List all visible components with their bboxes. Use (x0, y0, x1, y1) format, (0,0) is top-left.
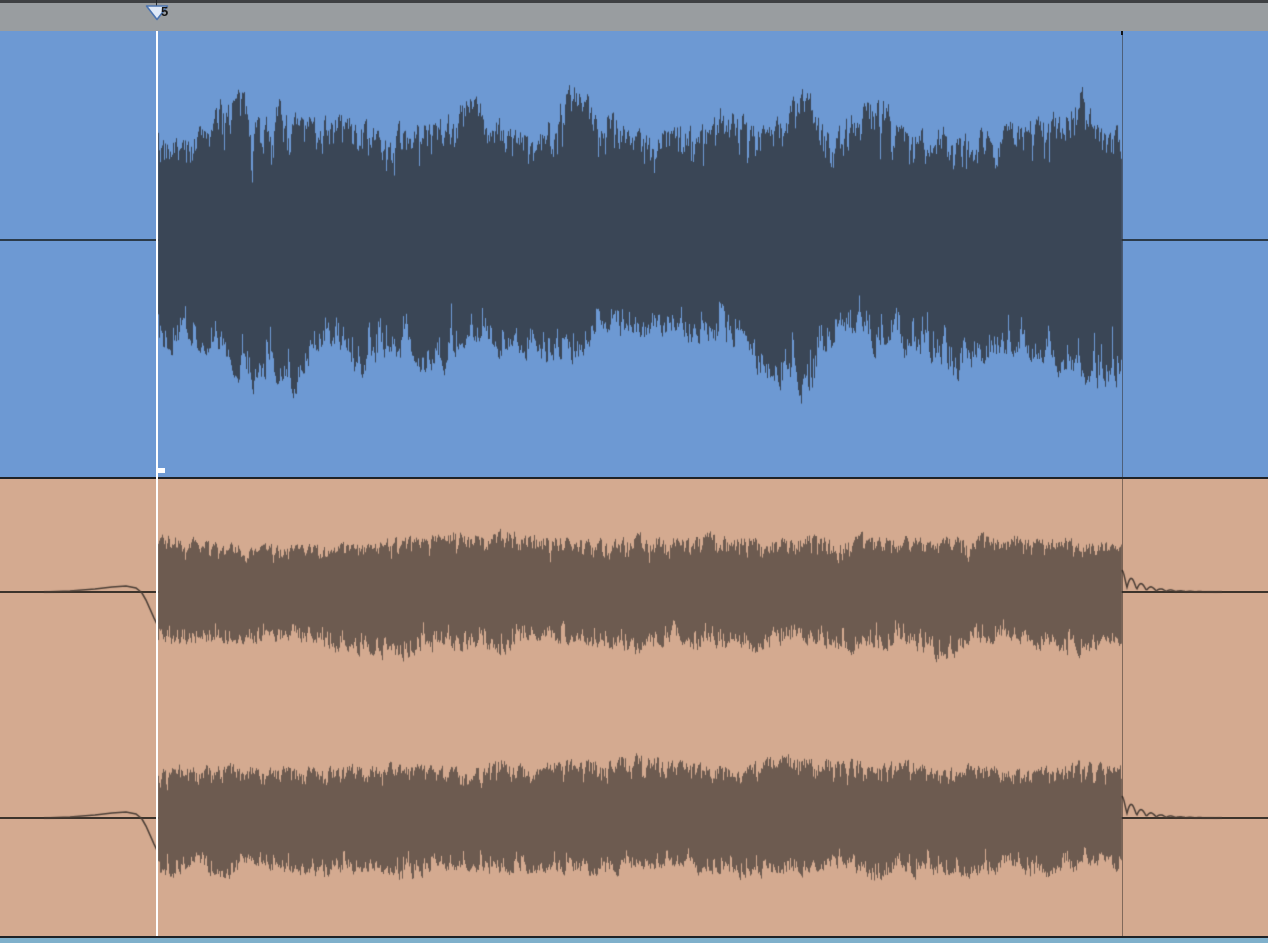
marker-stem-tick (156, 0, 157, 6)
clip-fade-handle[interactable] (158, 468, 165, 473)
clip-end-boundary[interactable] (1122, 31, 1123, 936)
playhead-marker-icon[interactable] (145, 5, 169, 21)
playhead-line[interactable] (156, 3, 158, 936)
playhead-marker-label: 5 (161, 4, 169, 19)
timeline-ruler[interactable]: 5 (0, 0, 1268, 31)
